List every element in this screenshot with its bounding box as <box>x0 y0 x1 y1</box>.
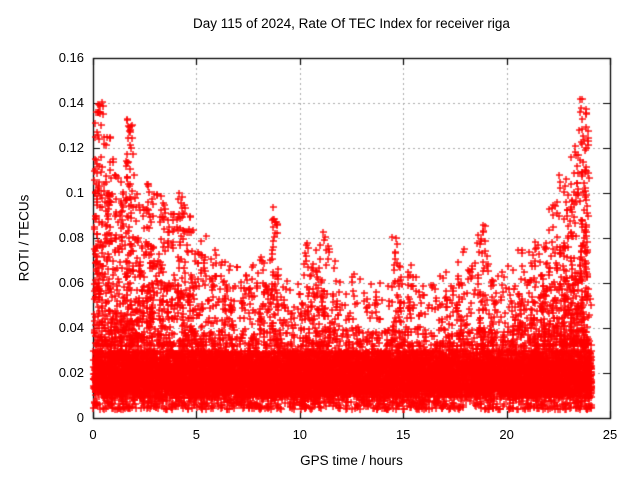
y-tick-label: 0.08 <box>58 230 84 245</box>
x-tick-label: 10 <box>292 427 308 442</box>
x-tick-label: 15 <box>395 427 411 442</box>
y-tick-label: 0.06 <box>58 275 84 290</box>
y-tick-label: 0.16 <box>58 50 84 65</box>
y-tick-label: 0.14 <box>58 95 84 110</box>
y-tick-label: 0.02 <box>58 365 84 380</box>
x-axis-label: GPS time / hours <box>300 453 403 468</box>
x-tick-label: 0 <box>89 427 97 442</box>
x-tick-label: 5 <box>192 427 200 442</box>
x-tick-label: 20 <box>499 427 514 442</box>
y-tick-label: 0.1 <box>65 185 84 200</box>
y-tick-label: 0.12 <box>58 140 84 155</box>
y-tick-label: 0 <box>76 410 84 425</box>
chart-title: Day 115 of 2024, Rate Of TEC Index for r… <box>193 16 510 31</box>
y-tick-label: 0.04 <box>58 320 84 335</box>
x-tick-label: 25 <box>602 427 618 442</box>
